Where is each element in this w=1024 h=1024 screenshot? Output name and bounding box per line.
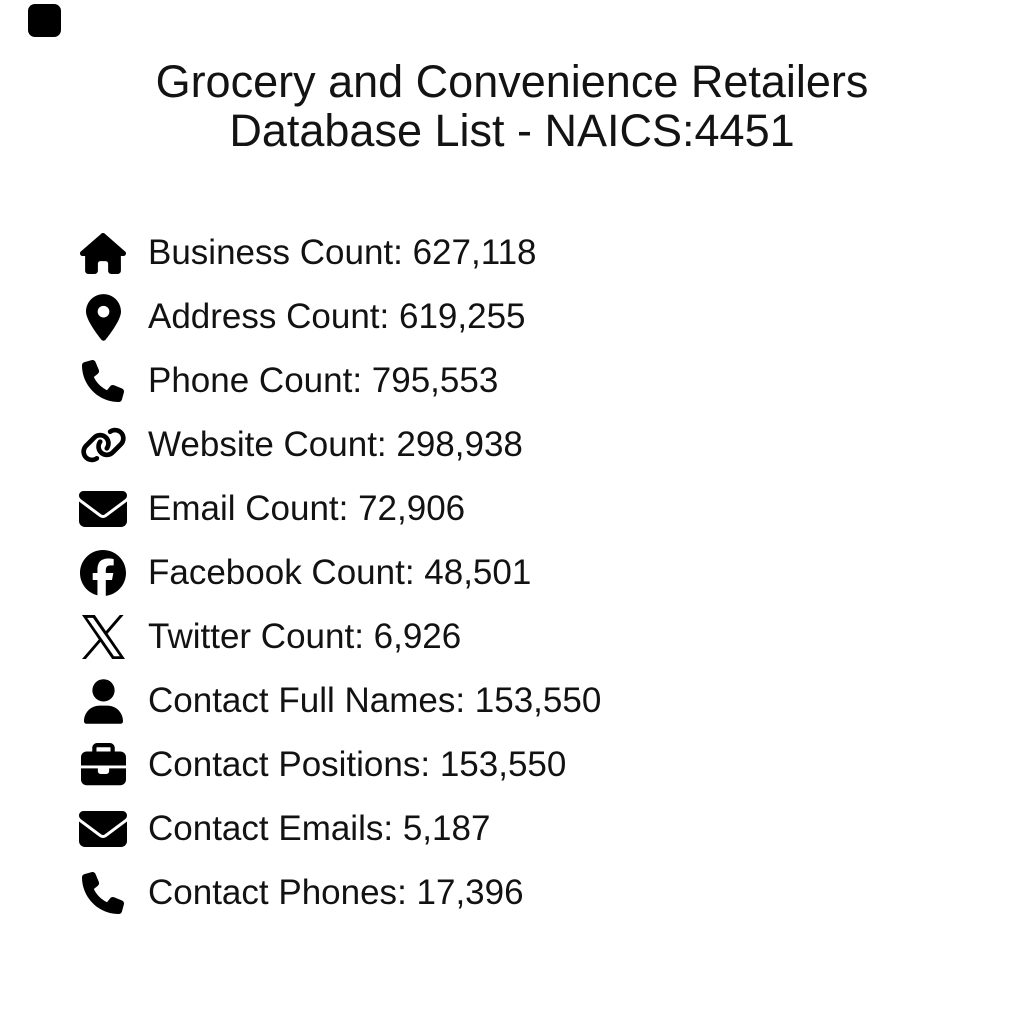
corner-square-mark [28, 4, 61, 37]
list-item: Contact Phones: 17,396 [78, 861, 1024, 925]
stat-text: Contact Phones: 17,396 [148, 873, 524, 913]
stats-list: Business Count: 627,118 Address Count: 61… [78, 221, 1024, 925]
stat-label: Website Count [148, 425, 377, 464]
stat-label: Twitter Count [148, 617, 355, 656]
stat-text: Business Count: 627,118 [148, 233, 537, 273]
stat-separator: : [376, 425, 397, 464]
stat-text: Twitter Count: 6,926 [148, 617, 461, 657]
list-item: Contact Positions: 153,550 [78, 733, 1024, 797]
stat-value: 72,906 [358, 489, 466, 528]
stat-text: Email Count: 72,906 [148, 489, 465, 529]
x-twitter-icon [78, 615, 128, 659]
stat-label: Contact Full Names [148, 681, 456, 720]
stat-separator: : [404, 553, 425, 592]
link-icon [78, 426, 128, 464]
envelope-icon [78, 485, 128, 533]
stat-label: Business Count [148, 233, 394, 272]
user-icon [78, 678, 128, 724]
list-item: Facebook Count: 48,501 [78, 541, 1024, 605]
stat-separator: : [383, 809, 403, 848]
page-title: Grocery and Convenience Retailers Databa… [0, 0, 1024, 155]
page-title-line1: Grocery and Convenience Retailers [155, 56, 869, 107]
stat-value: 5,187 [402, 809, 491, 848]
stat-separator: : [455, 681, 475, 720]
page-title-line2: Database List - NAICS:4451 [229, 105, 795, 156]
stat-label: Contact Phones [148, 873, 398, 912]
list-item: Twitter Count: 6,926 [78, 605, 1024, 669]
stat-text: Contact Full Names: 153,550 [148, 681, 601, 721]
briefcase-icon [78, 742, 128, 788]
stat-text: Website Count: 298,938 [148, 425, 523, 465]
stat-text: Facebook Count: 48,501 [148, 553, 531, 593]
stat-separator: : [352, 361, 372, 400]
location-pin-icon [78, 293, 128, 341]
stat-label: Address Count [148, 297, 380, 336]
stat-separator: : [420, 745, 440, 784]
stat-value: 153,550 [474, 681, 602, 720]
list-item: Phone Count: 795,553 [78, 349, 1024, 413]
list-item: Contact Emails: 5,187 [78, 797, 1024, 861]
phone-icon [78, 360, 128, 402]
stat-value: 153,550 [439, 745, 567, 784]
phone-icon [78, 872, 128, 914]
list-item: Address Count: 619,255 [78, 285, 1024, 349]
stat-text: Phone Count: 795,553 [148, 361, 498, 401]
stat-label: Contact Positions [148, 745, 421, 784]
stat-separator: : [354, 617, 374, 656]
list-item: Business Count: 627,118 [78, 221, 1024, 285]
stat-value: 6,926 [373, 617, 462, 656]
stat-label: Facebook Count [148, 553, 405, 592]
stat-separator: : [338, 489, 359, 528]
list-item: Contact Full Names: 153,550 [78, 669, 1024, 733]
house-icon [78, 232, 128, 274]
stat-separator: : [379, 297, 399, 336]
stat-text: Contact Positions: 153,550 [148, 745, 566, 785]
stat-value: 48,501 [424, 553, 532, 592]
facebook-icon [78, 550, 128, 596]
stat-label: Phone Count [148, 361, 353, 400]
stat-text: Contact Emails: 5,187 [148, 809, 490, 849]
list-item: Email Count: 72,906 [78, 477, 1024, 541]
stat-value: 298,938 [396, 425, 523, 464]
stat-separator: : [397, 873, 417, 912]
stat-value: 619,255 [398, 297, 526, 336]
list-item: Website Count: 298,938 [78, 413, 1024, 477]
stat-text: Address Count: 619,255 [148, 297, 526, 337]
stat-value: 795,553 [371, 361, 499, 400]
stat-value: 627,118 [412, 233, 537, 272]
stat-value: 17,396 [416, 873, 524, 912]
stat-label: Email Count [148, 489, 339, 528]
envelope-icon [78, 805, 128, 853]
stat-separator: : [393, 233, 413, 272]
stat-label: Contact Emails [148, 809, 384, 848]
